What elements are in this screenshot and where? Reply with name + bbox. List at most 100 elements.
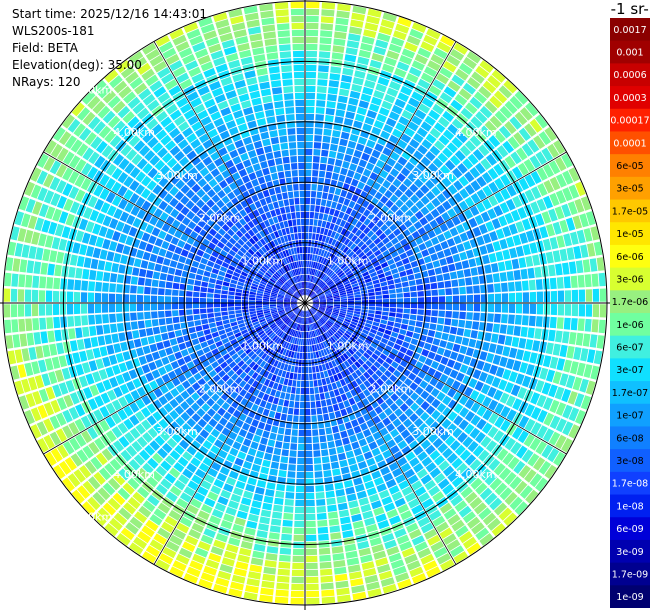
range-gate [299, 331, 302, 338]
range-gate [394, 189, 403, 198]
range-gate [305, 485, 315, 493]
range-gate [211, 393, 220, 402]
range-gate [311, 308, 316, 313]
range-gate [446, 423, 457, 434]
range-gate [58, 460, 72, 475]
range-gate [407, 474, 419, 485]
range-gate [318, 271, 323, 278]
range-gate [404, 188, 414, 198]
range-gate [230, 321, 238, 327]
range-gate [212, 412, 222, 422]
range-gate [230, 206, 239, 215]
range-gate [235, 203, 244, 212]
range-gate [541, 147, 554, 162]
range-gate [332, 290, 339, 294]
range-gate [222, 281, 230, 287]
range-gate [272, 288, 279, 293]
range-gate [482, 396, 492, 408]
range-gate [260, 466, 270, 475]
range-gate [240, 235, 248, 243]
range-gate [332, 45, 345, 53]
range-gate [425, 394, 435, 404]
range-gate [584, 274, 592, 288]
range-gate [238, 261, 246, 268]
range-gate [290, 313, 295, 319]
range-gate [445, 256, 454, 265]
range-gate [306, 274, 308, 282]
range-gate [272, 264, 278, 271]
range-gate [327, 346, 333, 353]
range-gate [356, 490, 367, 500]
range-gate [213, 307, 221, 313]
range-gate [291, 170, 298, 177]
range-gate [562, 421, 574, 436]
range-gate [37, 153, 49, 168]
range-gate [159, 384, 169, 394]
range-gate [216, 388, 225, 397]
range-gate [193, 372, 202, 381]
range-gate [333, 304, 341, 307]
range-gate [399, 329, 407, 336]
range-gate [337, 3, 351, 12]
range-gate [276, 16, 290, 24]
range-gate [260, 587, 274, 596]
range-gate [361, 561, 375, 570]
range-gate [382, 290, 389, 295]
range-gate [115, 243, 125, 254]
range-gate [88, 116, 101, 130]
range-gate [263, 326, 271, 332]
range-gate [347, 33, 361, 42]
range-gate [462, 158, 474, 170]
range-gate [436, 391, 446, 402]
range-gate [254, 200, 262, 209]
range-gate [208, 418, 218, 428]
range-gate [487, 293, 495, 303]
range-gate [206, 303, 214, 308]
range-gate [197, 109, 209, 120]
range-gate [299, 324, 302, 331]
range-gate [547, 448, 560, 463]
range-gate [256, 118, 267, 126]
range-gate [505, 198, 516, 211]
range-gate [228, 314, 236, 319]
range-gate [177, 223, 187, 232]
range-gate [161, 223, 171, 233]
range-gate [472, 321, 480, 330]
range-gate [403, 308, 410, 314]
range-gate [313, 443, 320, 450]
range-gate [494, 303, 502, 313]
range-gate [263, 102, 274, 111]
range-gate [424, 309, 431, 316]
range-gate [465, 249, 474, 259]
range-gate [443, 508, 457, 520]
range-gate [333, 266, 340, 273]
range-gate [62, 167, 74, 181]
range-gate [295, 394, 300, 401]
range-gate [340, 236, 347, 244]
range-gate [400, 393, 409, 402]
range-gate [346, 290, 354, 294]
range-gate [316, 499, 326, 506]
range-gate [293, 294, 299, 299]
range-gate [280, 392, 286, 399]
range-gate [451, 319, 459, 327]
range-gate [209, 255, 217, 263]
range-gate [141, 68, 155, 81]
range-gate [509, 95, 523, 110]
range-gate [362, 168, 372, 178]
range-gate [407, 274, 415, 281]
range-gate [102, 379, 112, 391]
range-gate [493, 389, 504, 401]
range-gate [87, 195, 98, 208]
range-gate [171, 303, 179, 310]
range-gate [411, 22, 427, 33]
range-gate [453, 235, 462, 245]
range-gate [514, 111, 528, 126]
range-gate [351, 585, 365, 594]
range-gate [527, 327, 535, 339]
range-gate [179, 156, 190, 167]
range-gate [255, 275, 262, 281]
range-gate [330, 231, 337, 238]
range-gate [475, 65, 490, 79]
range-gate [221, 427, 231, 437]
